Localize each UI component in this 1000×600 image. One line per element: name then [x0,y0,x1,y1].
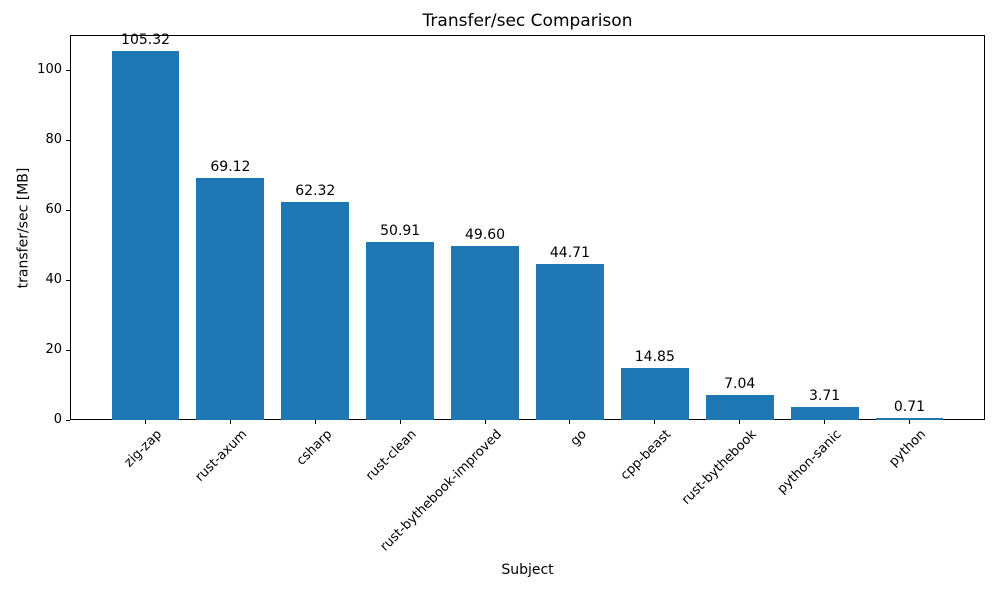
bar-value-label: 0.71 [893,398,926,415]
bar-value-label: 7.04 [724,376,756,393]
x-tick-mark [314,420,316,424]
y-tick-mark [66,279,70,281]
y-axis-label: transfer/sec [MB] [15,167,32,289]
x-tick-mark [484,420,486,424]
y-tick-label: 60 [45,202,62,217]
x-tick-label: cpp-beast [618,427,675,484]
bar [451,246,519,420]
y-tick-mark [66,419,70,421]
bar-value-label: 49.60 [465,227,506,244]
y-tick-label: 40 [45,272,62,287]
x-tick-mark [145,420,147,424]
y-tick-label: 80 [45,132,62,147]
y-tick-label: 0 [53,412,62,427]
y-tick-mark [66,139,70,141]
x-tick-mark [569,420,571,424]
bar [875,417,944,420]
x-tick-mark [824,420,826,424]
bar [790,407,859,420]
bar-value-label: 44.71 [549,244,590,261]
x-tick-label: go [567,427,590,450]
bar [111,51,180,420]
x-tick-label: csharp [293,427,335,469]
x-tick-label: python-sanic [774,427,845,497]
y-tick-label: 100 [37,62,62,77]
y-tick-mark [66,209,70,211]
bar [366,241,435,420]
x-tick-label: rust-bythebook [678,427,760,508]
chart-title: Transfer/sec Comparison [422,11,633,31]
x-axis-label: Subject [501,562,554,578]
bar [281,201,350,420]
x-tick-mark [739,420,741,424]
x-tick-label: rust-clean [363,427,420,484]
x-tick-mark [399,420,401,424]
bar-value-label: 50.91 [380,222,421,239]
bar-value-label: 3.71 [808,388,841,404]
bar-value-label: 69.12 [210,159,251,176]
y-tick-mark [66,349,70,351]
bar [705,395,774,420]
bar [196,178,265,420]
bar [620,368,689,420]
x-tick-mark [229,420,231,424]
bar-value-label: 14.85 [634,349,675,366]
y-tick-mark [66,69,70,71]
x-tick-label: rust-axum [192,427,251,485]
bar-value-label: 62.32 [295,182,336,199]
x-tick-mark [908,420,910,424]
x-tick-label: python [886,427,930,470]
x-tick-label: zig-zap [121,427,166,471]
y-tick-label: 20 [45,342,62,357]
bar [535,263,604,420]
x-tick-mark [654,420,656,424]
bar-value-label: 105.32 [121,32,171,49]
